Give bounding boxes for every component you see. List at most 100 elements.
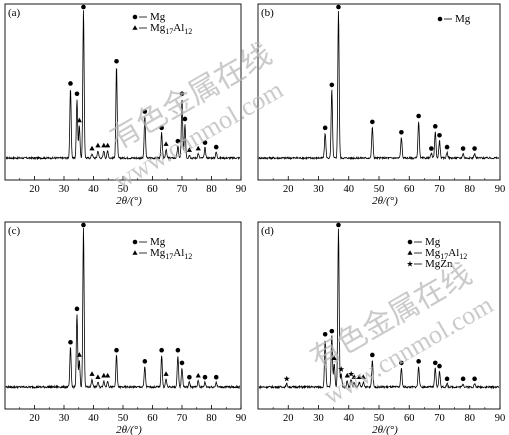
x-tick-label: 20	[283, 184, 294, 195]
x-tick-label: 40	[88, 184, 99, 195]
peak-marker-triangle	[105, 142, 111, 148]
peak-marker-circle	[175, 138, 181, 144]
x-tick-label: 50	[374, 413, 385, 424]
peak-marker-circle	[159, 125, 164, 131]
x-tick-label: 50	[118, 413, 129, 424]
xrd-pattern-line	[258, 228, 500, 390]
x-tick-label: 20	[29, 413, 40, 424]
x-tick-label: 90	[236, 184, 247, 195]
peak-marker-circle	[81, 222, 86, 228]
legend-marker-circle	[132, 14, 138, 20]
x-tick-label: 90	[495, 413, 506, 424]
x-tick-label: 90	[236, 413, 247, 424]
peak-marker-triangle	[186, 147, 192, 152]
peak-marker-circle	[399, 360, 404, 366]
peak-marker-circle	[329, 328, 335, 334]
legend-marker-triangle	[132, 25, 138, 30]
peak-marker-triangle	[356, 374, 362, 380]
panel-b: 20 30 40 50 60 70 80 90 2θ/(°) (b) Mg	[257, 3, 506, 207]
peak-marker-triangle	[89, 145, 95, 151]
peak-marker-star	[283, 375, 290, 382]
x-tick-label: 40	[88, 413, 99, 424]
legend-label-2: MgZn	[425, 258, 453, 270]
x-tick-label: 90	[495, 184, 506, 195]
x-tick-label: 70	[177, 184, 188, 195]
x-tick-label: 30	[313, 413, 324, 424]
peak-marker-circle	[399, 129, 404, 135]
legend-label-0: Mg	[150, 11, 166, 23]
peak-marker-circle	[202, 374, 208, 380]
peak-marker-circle	[179, 360, 185, 366]
peak-marker-circle	[322, 332, 328, 337]
peak-marker-triangle	[195, 145, 201, 151]
peak-marker-circle	[182, 116, 188, 122]
x-tick-label: 50	[118, 184, 129, 195]
peak-marker-circle	[68, 81, 73, 86]
peak-marker-triangle	[360, 374, 366, 380]
peak-marker-circle	[472, 376, 477, 382]
peak-marker-circle	[74, 91, 80, 97]
peak-marker-triangle	[344, 372, 350, 378]
x-tick-label: 60	[404, 184, 415, 195]
peak-marker-triangle	[76, 117, 82, 123]
peak-marker-triangle	[101, 372, 107, 378]
xrd-pattern-line	[258, 10, 500, 161]
peak-marker-triangle	[101, 142, 107, 148]
peak-marker-triangle	[163, 141, 169, 146]
x-tick-label: 60	[404, 413, 415, 424]
legend-marker-triangle	[132, 250, 138, 255]
peak-marker-star	[348, 370, 355, 377]
legend-marker-circle	[132, 239, 138, 245]
peak-marker-star	[338, 366, 345, 372]
x-tick-label: 70	[177, 413, 188, 424]
peak-marker-circle	[444, 376, 450, 382]
peak-marker-circle	[187, 374, 192, 380]
peak-marker-circle	[460, 146, 466, 151]
peak-marker-circle	[329, 82, 335, 88]
peak-marker-circle	[213, 374, 219, 380]
legend-label-1: Mg17Al12	[150, 22, 192, 36]
watermark: 有色金属在线 www.cnnmol.com 有色金属在线 www.cnnmol.…	[105, 37, 498, 410]
peak-marker-circle	[322, 125, 328, 131]
x-tick-label: 20	[283, 413, 294, 424]
peak-marker-circle	[179, 91, 185, 97]
peak-marker-circle	[81, 4, 86, 10]
peak-marker-circle	[142, 109, 148, 114]
legend-label-1: Mg17Al12	[425, 247, 467, 261]
x-tick-label: 80	[206, 184, 217, 195]
xrd-pattern-line	[5, 10, 241, 161]
peak-marker-triangle	[95, 374, 101, 380]
peak-marker-triangle	[105, 372, 111, 378]
peak-marker-circle	[432, 124, 438, 129]
x-tick-label: 30	[59, 413, 70, 424]
x-tick-label: 70	[434, 413, 445, 424]
legend-marker-triangle	[407, 250, 413, 255]
peak-marker-circle	[416, 113, 421, 119]
x-tick-label: 80	[465, 413, 476, 424]
peak-marker-triangle	[163, 371, 169, 376]
peak-marker-triangle	[89, 371, 95, 376]
x-tick-label: 60	[147, 184, 158, 195]
panel-label: (a)	[8, 7, 21, 19]
peak-marker-circle	[472, 146, 477, 151]
legend-label-1: Mg17Al12	[150, 247, 192, 261]
x-tick-label: 20	[29, 184, 40, 195]
legend-marker-star	[406, 260, 414, 267]
peak-marker-circle	[213, 144, 219, 150]
peak-marker-triangle	[331, 355, 337, 360]
peak-marker-circle	[142, 359, 148, 364]
x-tick-label: 30	[313, 184, 324, 195]
peak-marker-circle	[444, 144, 450, 150]
xrd-pattern-line	[5, 227, 241, 390]
legend-label-0: Mg	[425, 236, 441, 248]
x-tick-label: 30	[59, 184, 70, 195]
peak-marker-triangle	[195, 372, 201, 378]
peak-marker-circle	[74, 306, 80, 312]
panel-label: (d)	[261, 225, 274, 237]
legend-marker-circle	[437, 16, 443, 22]
legend-label-0: Mg	[150, 236, 166, 248]
